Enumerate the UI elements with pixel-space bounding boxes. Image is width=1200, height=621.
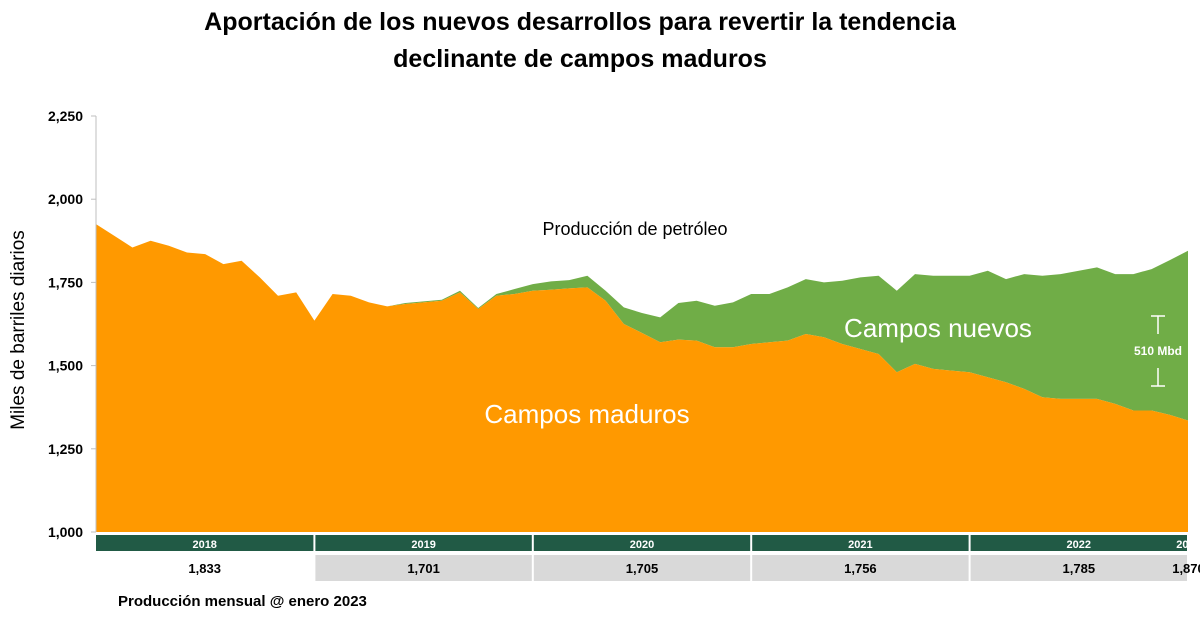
year-value: 1,785 [1063, 561, 1096, 576]
y-tick-label: 1,250 [48, 441, 83, 457]
y-axis-label: Miles de barriles diarios [8, 230, 29, 430]
year-label: 2019 [411, 539, 435, 551]
annotation-campos-nuevos: Campos nuevos [844, 313, 1032, 343]
year-value: 1,705 [626, 561, 659, 576]
y-tick-label: 1,500 [48, 358, 83, 374]
chart-title-line-1: Aportación de los nuevos desarrollos par… [204, 8, 956, 36]
y-tick-label: 1,750 [48, 274, 83, 290]
year-value-cell [315, 555, 532, 581]
year-value: 1,756 [844, 561, 877, 576]
year-value-cell [96, 555, 314, 581]
year-band-cell [96, 535, 314, 551]
year-value-cell [752, 555, 969, 581]
y-tick-label: 2,250 [48, 108, 83, 124]
year-band-cell [970, 535, 1187, 551]
year-label: 2023 [1176, 539, 1200, 551]
chart-title: Aportación de los nuevos desarrollos par… [0, 4, 1160, 78]
series-area-campos-maduros [96, 224, 1188, 532]
year-band-cell [533, 535, 751, 551]
year-label: 2020 [630, 539, 654, 551]
year-band-cell [315, 535, 532, 551]
y-tick-label: 2,000 [48, 191, 83, 207]
year-label: 2022 [1067, 539, 1091, 551]
year-label: 2018 [192, 539, 216, 551]
y-tick-label: 1,000 [48, 524, 83, 540]
year-value-cell [533, 555, 751, 581]
annotation-produccion-petroleo: Producción de petróleo [542, 219, 727, 239]
annotation-510-mbd: 510 Mbd [1134, 344, 1182, 358]
year-value: 1,833 [188, 561, 221, 576]
chart-title-line-2: declinante de campos maduros [393, 45, 767, 73]
year-value: 1,870 [1172, 561, 1200, 576]
annotation-campos-maduros: Campos maduros [484, 399, 689, 429]
year-value: 1,701 [407, 561, 440, 576]
series-area-campos-nuevos [96, 224, 1188, 421]
year-band-cell [752, 535, 969, 551]
footnote: Producción mensual @ enero 2023 [118, 593, 367, 610]
year-value-cell [970, 555, 1187, 581]
year-label: 2021 [848, 539, 872, 551]
